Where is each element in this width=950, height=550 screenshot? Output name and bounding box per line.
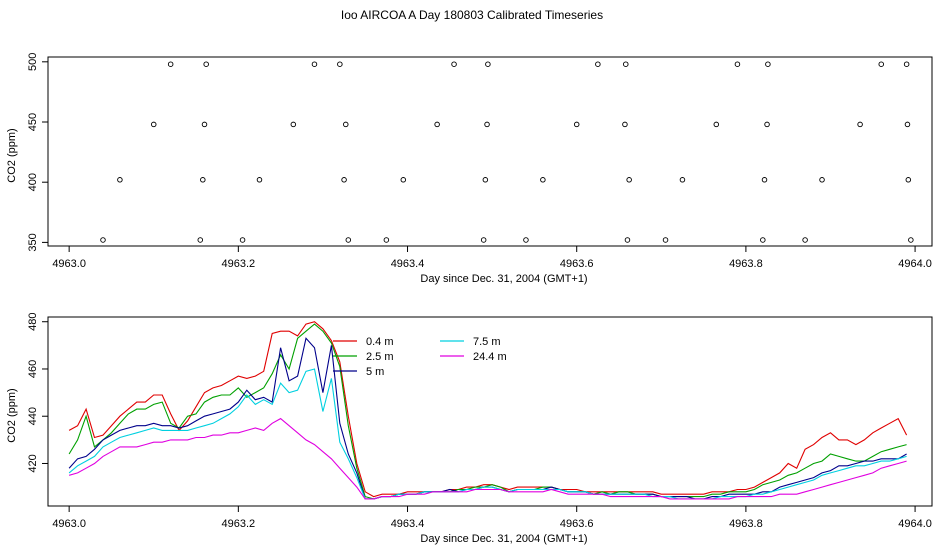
legend-label: 7.5 m <box>473 336 501 348</box>
y-tick-label: 480 <box>27 313 39 331</box>
figure-title: Ioo AIRCOA A Day 180803 Calibrated Times… <box>341 8 603 22</box>
x-tick-label: 4963.8 <box>729 518 763 530</box>
data-point <box>434 121 440 128</box>
data-point <box>485 61 491 67</box>
data-point <box>662 237 669 243</box>
series-line <box>68 417 907 500</box>
data-point <box>150 121 157 128</box>
data-point <box>623 61 629 67</box>
data-point <box>311 61 318 67</box>
data-point <box>200 177 206 183</box>
data-point <box>480 237 487 243</box>
y-tick-label: 350 <box>27 233 39 251</box>
x-tick-label: 4964.0 <box>898 518 932 530</box>
data-point <box>523 237 529 243</box>
data-point <box>256 177 263 183</box>
data-point <box>451 61 457 67</box>
data-point <box>857 121 863 128</box>
x-tick-label: 4963.4 <box>391 258 425 270</box>
data-point <box>383 237 390 243</box>
data-point <box>878 61 884 67</box>
data-point <box>345 237 352 243</box>
x-tick-label: 4963.0 <box>52 258 86 270</box>
x-tick-label: 4963.4 <box>391 518 425 530</box>
data-point <box>819 177 825 183</box>
x-tick-label: 4963.6 <box>560 258 594 270</box>
data-point <box>764 121 770 128</box>
data-point <box>624 237 631 243</box>
data-point <box>239 237 246 243</box>
legend-label: 0.4 m <box>366 336 394 348</box>
data-point <box>679 177 686 183</box>
data-point <box>713 121 720 128</box>
data-point <box>905 177 912 183</box>
x-axis-label: Day since Dec. 31, 2004 (GMT+1) <box>420 273 587 285</box>
data-point <box>765 61 771 67</box>
x-axis-label: Day since Dec. 31, 2004 (GMT+1) <box>420 533 587 545</box>
legend-label: 5 m <box>366 366 384 378</box>
data-point <box>100 237 106 243</box>
plot-frame <box>47 316 933 507</box>
series-line <box>68 323 907 500</box>
data-point <box>337 61 343 67</box>
x-tick-label: 4963.6 <box>560 518 594 530</box>
data-point <box>117 177 123 183</box>
data-point <box>197 237 204 243</box>
plot-frame <box>47 56 933 247</box>
y-axis-label: CO2 (ppm) <box>6 388 18 442</box>
y-tick-label: 440 <box>27 407 39 425</box>
data-point <box>540 177 546 183</box>
y-tick-label: 450 <box>27 113 39 131</box>
data-point <box>760 237 766 243</box>
x-tick-label: 4963.2 <box>222 258 256 270</box>
data-point <box>734 61 741 67</box>
data-point <box>595 61 601 67</box>
series-line <box>68 368 907 500</box>
legend-label: 24.4 m <box>473 351 507 363</box>
data-point <box>802 237 808 243</box>
data-point <box>290 121 297 128</box>
data-point <box>167 61 174 67</box>
data-point <box>573 121 580 128</box>
data-point <box>761 177 768 183</box>
panel-top: 4963.0 4963.2 4963.4 4963.6 4963.8 4964.0 350 4… <box>6 53 933 285</box>
data-point <box>908 237 914 243</box>
y-tick-label: 500 <box>27 53 39 71</box>
data-point <box>400 177 407 183</box>
data-point <box>626 177 632 183</box>
data-point <box>904 121 911 128</box>
data-point <box>482 177 489 183</box>
x-tick-label: 4964.0 <box>898 258 932 270</box>
data-point <box>201 121 208 128</box>
series-line <box>68 321 908 498</box>
legend-label: 2.5 m <box>366 351 394 363</box>
x-tick-label: 4963.8 <box>729 258 763 270</box>
data-point <box>622 121 628 128</box>
panel-bottom: 4963.0 4963.2 4963.4 4963.6 4963.8 4964.0 420 4… <box>6 313 933 545</box>
y-tick-label: 400 <box>27 173 39 191</box>
y-axis-label: CO2 (ppm) <box>6 128 18 182</box>
x-tick-label: 4963.0 <box>52 518 86 530</box>
x-tick-label: 4963.2 <box>222 518 256 530</box>
y-tick-label: 460 <box>27 360 39 378</box>
y-tick-label: 420 <box>27 454 39 472</box>
data-point <box>903 61 910 67</box>
data-point <box>343 121 349 128</box>
data-point <box>341 177 347 183</box>
data-point <box>203 61 209 67</box>
data-point <box>484 121 490 128</box>
